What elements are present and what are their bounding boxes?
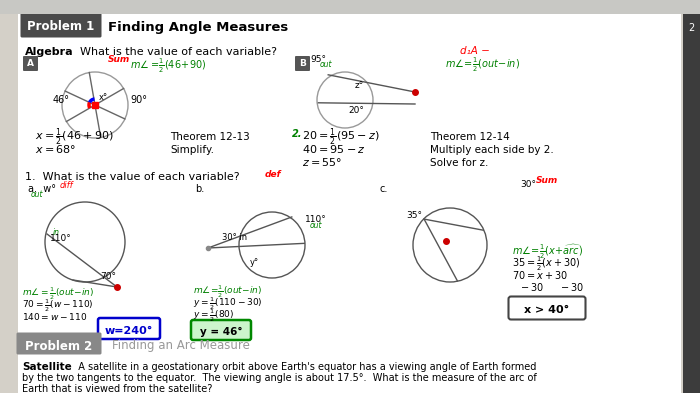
Text: $40 = 95 - z$: $40 = 95 - z$ [302, 143, 365, 155]
Text: b.: b. [195, 184, 204, 194]
Text: 30° in: 30° in [222, 233, 247, 242]
Text: 2: 2 [688, 23, 694, 33]
Text: $m\angle\!=\!\frac{1}{2}(out\!-\!in)$: $m\angle\!=\!\frac{1}{2}(out\!-\!in)$ [193, 283, 262, 300]
Text: Theorem 12-14: Theorem 12-14 [430, 132, 510, 142]
Text: out: out [31, 190, 43, 199]
Text: Multiply each side by 2.: Multiply each side by 2. [430, 145, 554, 155]
FancyBboxPatch shape [17, 332, 102, 354]
Text: a.  w°: a. w° [28, 184, 56, 194]
Text: $y = \frac{1}{2}(80)$: $y = \frac{1}{2}(80)$ [193, 307, 234, 324]
Text: weboard PDF: weboard PDF [3, 6, 48, 12]
Text: $m\angle\!=\!\frac{1}{2}(out\!-\!in)$: $m\angle\!=\!\frac{1}{2}(out\!-\!in)$ [445, 56, 520, 74]
Text: 2.: 2. [292, 129, 302, 139]
Text: 90°: 90° [130, 95, 147, 105]
Text: out: out [310, 221, 323, 230]
Text: out: out [320, 60, 332, 69]
FancyBboxPatch shape [20, 13, 101, 37]
Text: $20 = \frac{1}{2}(95 - z)$: $20 = \frac{1}{2}(95 - z)$ [302, 126, 379, 148]
Text: $m\angle = \frac{1}{2}(out\!-\!in)$: $m\angle = \frac{1}{2}(out\!-\!in)$ [22, 285, 95, 302]
Text: Algebra: Algebra [25, 47, 74, 57]
Text: y°: y° [250, 258, 259, 267]
Text: Sum: Sum [108, 55, 130, 64]
FancyBboxPatch shape [23, 56, 38, 71]
Text: Simplify.: Simplify. [170, 145, 214, 155]
Text: $m\angle\!=\!\frac{1}{2}(x\!+\!\widehat{arc})$: $m\angle\!=\!\frac{1}{2}(x\!+\!\widehat{… [512, 243, 583, 261]
Text: by the two tangents to the equator.  The viewing angle is about 17.5°.  What is : by the two tangents to the equator. The … [22, 373, 537, 383]
Text: Finding Angle Measures: Finding Angle Measures [108, 20, 288, 33]
Text: 20°: 20° [348, 106, 364, 115]
Polygon shape [22, 14, 30, 36]
Text: y = 46°: y = 46° [199, 327, 242, 337]
Text: 110°: 110° [305, 215, 327, 224]
Text: 30°: 30° [520, 180, 536, 189]
FancyBboxPatch shape [295, 56, 310, 71]
Text: $35 = \frac{1}{2}(x + 30)$: $35 = \frac{1}{2}(x + 30)$ [512, 255, 581, 273]
Text: A satellite in a geostationary orbit above Earth's equator has a viewing angle o: A satellite in a geostationary orbit abo… [72, 362, 536, 372]
Text: $\ \ -30\ \ \ \ \ -30$: $\ \ -30\ \ \ \ \ -30$ [512, 281, 584, 293]
Text: $x = 68°$: $x = 68°$ [35, 143, 76, 155]
Text: c.: c. [380, 184, 389, 194]
Text: $x = \frac{1}{2}(46 + 90)$: $x = \frac{1}{2}(46 + 90)$ [35, 126, 113, 148]
Text: $70 = \frac{1}{2}(w - 110)$: $70 = \frac{1}{2}(w - 110)$ [22, 298, 94, 314]
Text: w=240°: w=240° [105, 326, 153, 336]
Text: 110°: 110° [50, 234, 71, 243]
Bar [0, 0, 700, 14]
Text: 35°: 35° [406, 211, 422, 220]
Text: Problem 2: Problem 2 [25, 340, 92, 353]
Text: Theorem 12-13: Theorem 12-13 [170, 132, 250, 142]
Text: x°: x° [99, 93, 108, 102]
Text: $70 = x + 30$: $70 = x + 30$ [512, 269, 568, 281]
Polygon shape [18, 334, 26, 353]
Text: in: in [53, 228, 60, 237]
Text: /   —   □: / — □ [620, 4, 655, 13]
Text: B: B [299, 59, 306, 68]
Text: 46°: 46° [53, 95, 70, 105]
Text: Earth that is viewed from the satellite?: Earth that is viewed from the satellite? [22, 384, 212, 393]
Text: $140 = w - 110$: $140 = w - 110$ [22, 311, 88, 322]
Text: 95°: 95° [310, 55, 326, 64]
Text: d₁A −: d₁A − [460, 46, 490, 56]
Text: $y = \frac{1}{2}(110 - 30)$: $y = \frac{1}{2}(110 - 30)$ [193, 296, 262, 312]
FancyBboxPatch shape [191, 320, 251, 340]
Text: Finding an Arc Measure: Finding an Arc Measure [112, 340, 250, 353]
Text: diff: diff [60, 181, 74, 190]
Text: Sum: Sum [536, 176, 559, 185]
Text: def: def [265, 170, 281, 179]
Text: $m\angle =\!\frac{1}{2}(46\!+\!90)$: $m\angle =\!\frac{1}{2}(46\!+\!90)$ [130, 57, 206, 75]
Text: x > 40°: x > 40° [524, 305, 570, 315]
Text: Problem 1: Problem 1 [27, 20, 94, 33]
Text: $z = 55°$: $z = 55°$ [302, 156, 342, 168]
Text: A: A [27, 59, 34, 68]
Text: 1.  What is the value of each variable?: 1. What is the value of each variable? [25, 172, 239, 182]
Text: Solve for z.: Solve for z. [430, 158, 489, 168]
Text: 70°: 70° [100, 272, 116, 281]
Text: Satellite: Satellite [22, 362, 71, 372]
Bar [683, 0, 700, 393]
Text: z°: z° [355, 81, 364, 90]
Text: What is the value of each variable?: What is the value of each variable? [73, 47, 277, 57]
